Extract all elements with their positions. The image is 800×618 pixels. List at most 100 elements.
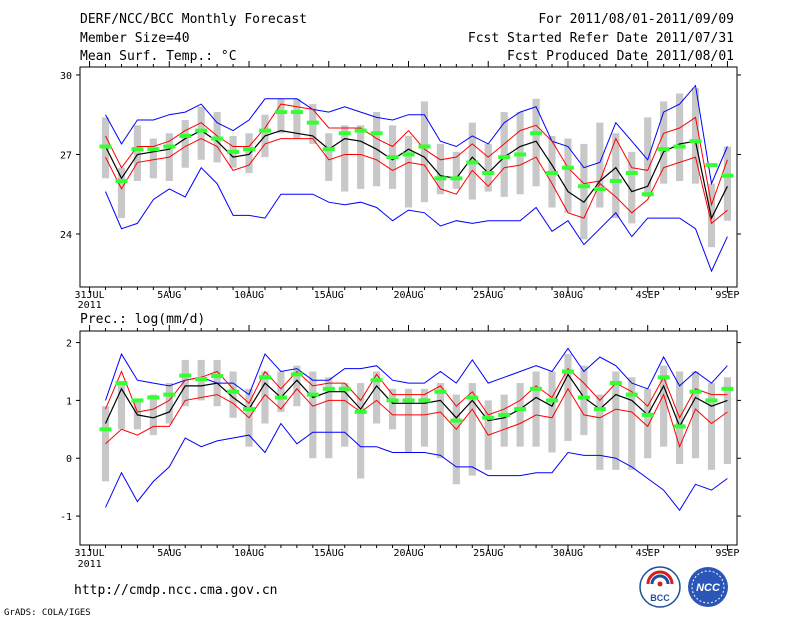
median-marker [179, 133, 192, 138]
range-bar [452, 151, 460, 189]
range-bar [341, 125, 349, 192]
x-tick-label: 25AUG [473, 548, 503, 559]
median-marker [482, 415, 495, 420]
range-bar [357, 383, 365, 479]
x-tick-label: 20AUG [393, 548, 423, 559]
median-marker [721, 173, 734, 178]
range-bar [325, 377, 333, 459]
median-marker [258, 128, 271, 133]
median-marker [625, 171, 638, 176]
range-bar [691, 88, 700, 184]
median-marker [530, 386, 543, 391]
range-bar [612, 371, 620, 470]
range-bar [723, 377, 732, 465]
median-marker [211, 136, 224, 141]
median-marker [721, 386, 734, 391]
median-marker [306, 120, 319, 125]
median-marker [514, 407, 527, 412]
bcc-logo-label: BCC [650, 593, 670, 603]
spread-lower-line [105, 387, 728, 449]
envelope-max-line [105, 347, 728, 401]
range-bar [596, 122, 604, 208]
median-marker [418, 398, 431, 403]
range-bar [484, 143, 492, 192]
median-marker [354, 409, 367, 414]
range-bar [341, 383, 349, 447]
range-bar [357, 125, 365, 189]
ncc-logo-label: NCC [696, 582, 721, 594]
range-bar [309, 371, 317, 459]
median-marker [689, 389, 702, 394]
range-bar [373, 371, 381, 424]
spread-lower-line [105, 138, 728, 225]
median-marker [243, 147, 256, 152]
median-marker [705, 163, 718, 168]
header-produced-date: Fcst Produced Date 2011/08/01 [507, 49, 734, 64]
header-period: For 2011/08/01-2011/09/09 [538, 12, 734, 27]
ensemble-mean-line [104, 373, 728, 428]
median-marker [147, 147, 160, 152]
median-marker [370, 378, 383, 383]
median-marker [577, 395, 590, 400]
range-bar [149, 394, 157, 436]
median-marker [546, 398, 559, 403]
median-marker [370, 131, 383, 136]
median-marker [593, 186, 606, 191]
envelope-min-line [105, 166, 728, 273]
y-tick-label: 30 [60, 71, 72, 82]
median-marker [163, 144, 176, 149]
header-started-date: Fcst Started Refer Date 2011/07/31 [468, 31, 734, 46]
range-bar [149, 138, 157, 179]
median-marker [115, 178, 128, 183]
range-bar [293, 98, 301, 139]
grads-credit: GrADS: COLA/IGES [4, 608, 91, 618]
range-bar [181, 120, 189, 168]
median-marker [147, 395, 160, 400]
median-marker [402, 152, 415, 157]
median-marker [131, 147, 144, 152]
range-bar [420, 101, 429, 203]
median-marker [99, 427, 112, 432]
x-year-label: 2011 [78, 559, 102, 570]
envelope-max-line [105, 84, 728, 186]
range-bar [468, 383, 476, 476]
median-marker [641, 192, 654, 197]
median-marker [561, 165, 574, 170]
range-bar [707, 383, 716, 470]
median-marker [115, 381, 128, 386]
median-marker [466, 160, 479, 165]
median-marker [274, 395, 287, 400]
range-bar [325, 133, 333, 181]
range-bar [500, 394, 508, 447]
range-bar [388, 388, 397, 430]
median-marker [514, 152, 527, 157]
x-tick-label: 31JUL [75, 548, 105, 559]
median-marker [482, 171, 495, 176]
range-bar [660, 101, 668, 184]
median-marker [546, 171, 559, 176]
range-bar [532, 371, 540, 447]
median-marker [657, 375, 670, 380]
median-marker [625, 392, 638, 397]
range-bar [277, 98, 285, 134]
x-tick-label: 30AUG [553, 290, 583, 301]
x-tick-label: 4SEP [636, 290, 660, 301]
ensemble-mean-line [104, 129, 728, 220]
spread-upper-line [105, 103, 728, 207]
range-bar [612, 133, 620, 219]
header-variable: Mean Surf. Temp.: °C [80, 49, 237, 64]
range-bar [564, 138, 572, 213]
median-marker [498, 412, 511, 417]
range-bar [404, 135, 413, 208]
range-bar [277, 371, 285, 412]
envelope-min-line [105, 422, 728, 512]
median-marker [322, 386, 335, 391]
range-bar [500, 112, 508, 197]
median-marker [354, 128, 367, 133]
range-bar [596, 394, 604, 470]
x-year-label: 2011 [78, 300, 102, 311]
x-tick-label: 15AUG [314, 290, 344, 301]
median-marker [705, 398, 718, 403]
median-marker [290, 372, 303, 377]
